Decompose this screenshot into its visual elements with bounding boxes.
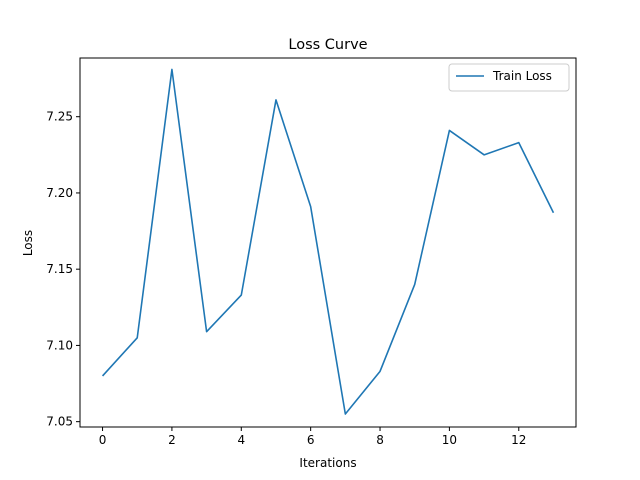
y-tick-label: 7.10 <box>46 338 73 352</box>
data-point <box>274 98 278 102</box>
axes-frame <box>79 57 577 428</box>
data-point <box>101 374 105 378</box>
data-point <box>309 205 313 209</box>
x-tick-label: 4 <box>237 433 245 447</box>
series-line-train-loss <box>101 68 555 415</box>
x-tick-label: 2 <box>168 433 176 447</box>
data-point <box>239 293 243 297</box>
legend: Train Loss <box>448 63 570 92</box>
data-point <box>205 330 209 334</box>
data-point <box>482 153 486 157</box>
plot-area <box>101 67 555 416</box>
data-point <box>413 282 417 286</box>
data-point <box>517 141 521 145</box>
x-axis-label: Iterations <box>299 456 356 470</box>
data-point <box>170 67 174 71</box>
legend-box <box>448 63 570 92</box>
y-tick-label: 7.05 <box>46 415 73 429</box>
x-tick-label: 12 <box>511 433 526 447</box>
x-tick-label: 0 <box>99 433 107 447</box>
x-axis: 0 2 4 6 8 10 12 <box>99 427 526 447</box>
x-tick-label: 6 <box>307 433 315 447</box>
y-axis: 7.05 7.10 7.15 7.20 7.25 <box>46 110 80 429</box>
y-tick-label: 7.15 <box>46 262 73 276</box>
data-point <box>378 369 382 373</box>
data-point <box>447 128 451 132</box>
y-tick-label: 7.20 <box>46 186 73 200</box>
x-tick-label: 8 <box>376 433 384 447</box>
chart-title: Loss Curve <box>288 37 367 53</box>
data-point <box>343 412 347 416</box>
x-tick-label: 10 <box>442 433 457 447</box>
y-axis-label: Loss <box>21 230 35 256</box>
data-point <box>551 211 555 215</box>
y-tick-label: 7.25 <box>46 110 73 124</box>
data-point <box>135 336 139 340</box>
legend-label-train-loss: Train Loss <box>492 69 552 83</box>
